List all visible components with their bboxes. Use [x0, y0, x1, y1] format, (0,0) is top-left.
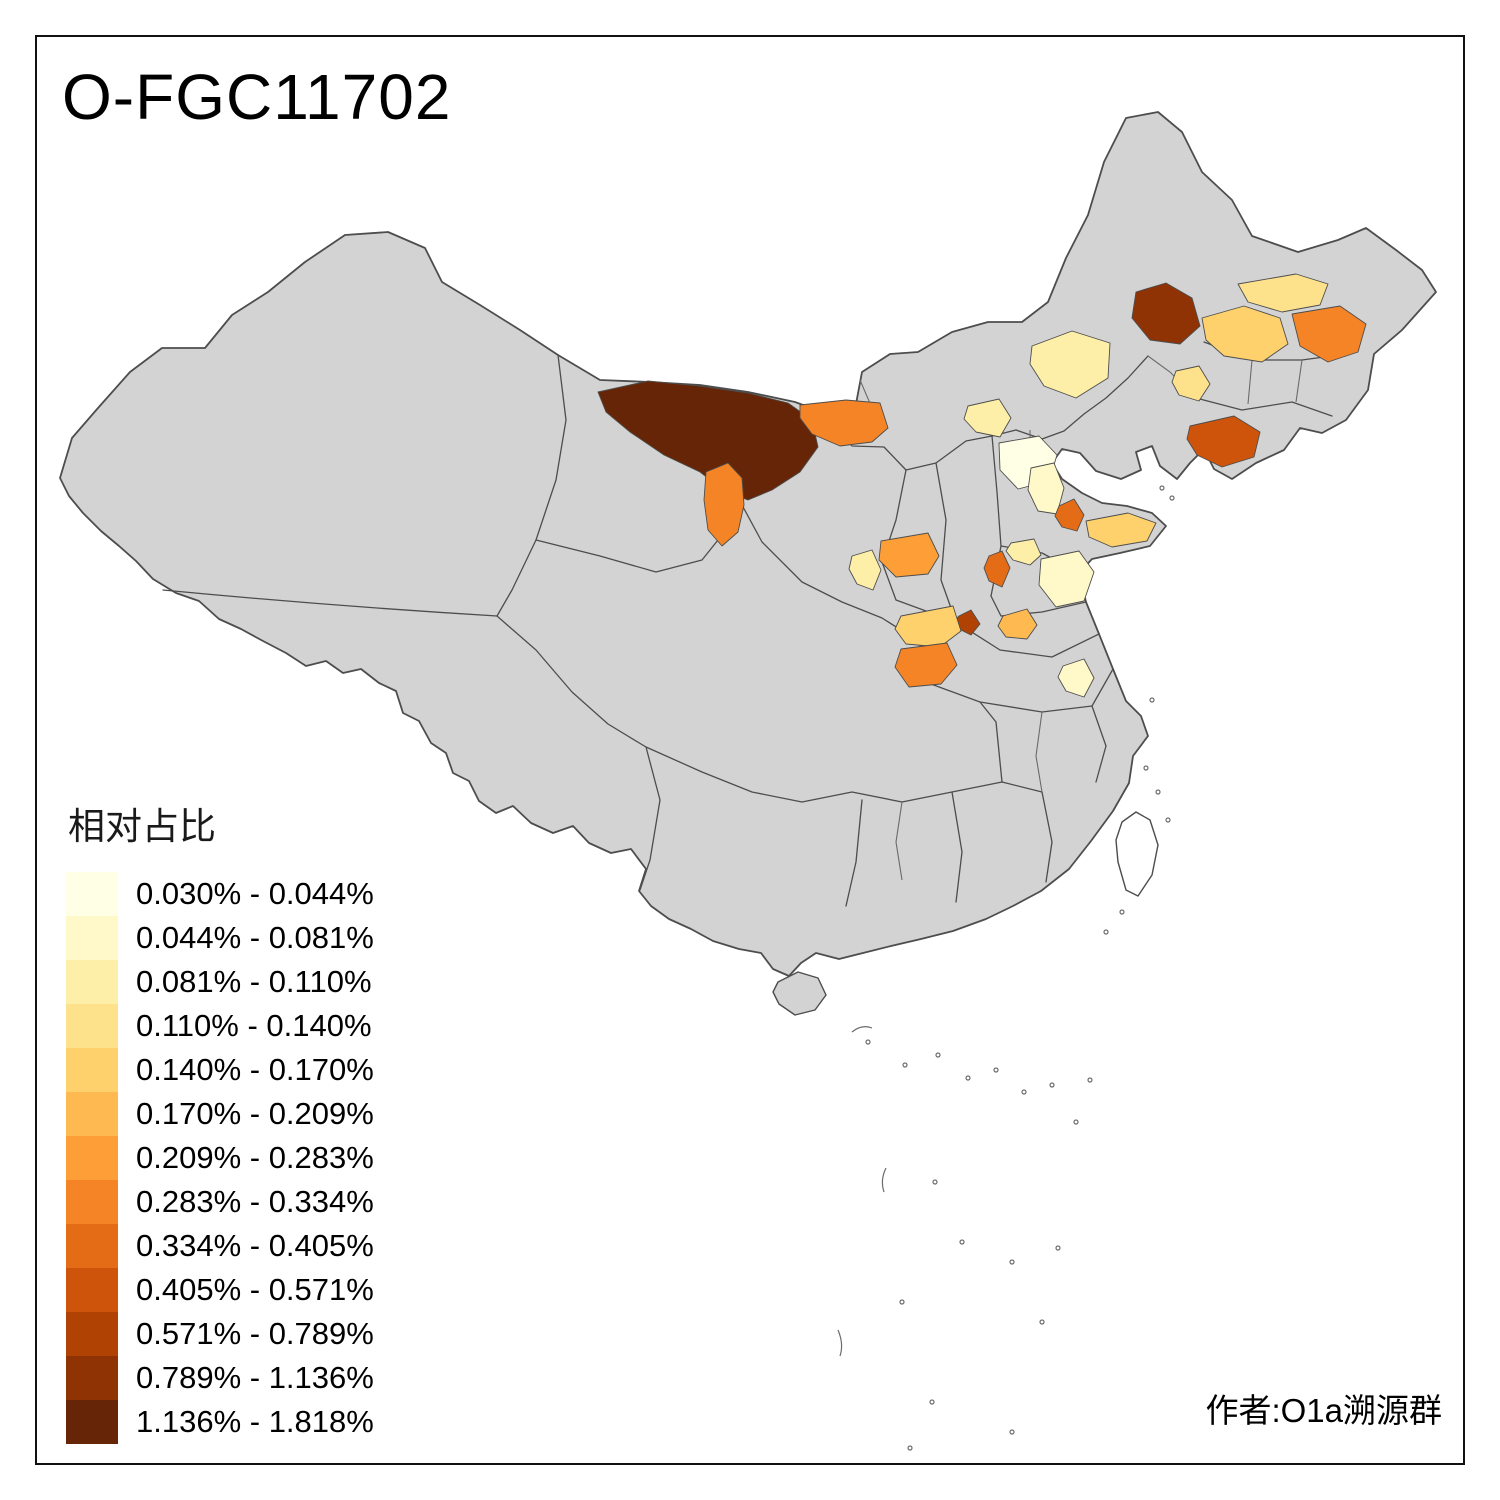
legend-item: 0.044% - 0.081%	[66, 916, 374, 960]
map-region	[1057, 658, 1095, 698]
legend-item-label: 0.140% - 0.170%	[136, 1052, 374, 1087]
page-title: O-FGC11702	[62, 61, 452, 133]
map-region	[983, 550, 1011, 588]
legend-swatch	[66, 960, 118, 1004]
map-region	[848, 549, 882, 591]
legend-item: 0.789% - 1.136%	[66, 1356, 374, 1400]
legend-swatch	[66, 1048, 118, 1092]
legend-item-label: 0.405% - 0.571%	[136, 1272, 374, 1307]
legend-item: 0.571% - 0.789%	[66, 1312, 374, 1356]
south-china-sea-islands	[837, 485, 1175, 1451]
legend-item-label: 0.081% - 0.110%	[136, 964, 372, 999]
legend-item: 1.136% - 1.818%	[66, 1400, 374, 1444]
legend-swatch	[66, 1224, 118, 1268]
legend-item-label: 1.136% - 1.818%	[136, 1404, 374, 1439]
legend-item-label: 0.170% - 0.209%	[136, 1096, 374, 1131]
legend-swatch	[66, 1092, 118, 1136]
map-region	[1291, 305, 1367, 363]
colored-regions	[597, 273, 1367, 698]
legend-swatch	[66, 1400, 118, 1444]
map-region	[963, 398, 1012, 438]
legend: 相对占比 0.030% - 0.044% 0.044% - 0.081% 0.081…	[66, 796, 374, 1444]
map-region	[894, 642, 958, 688]
map-region	[1201, 305, 1289, 363]
legend-item: 0.081% - 0.110%	[66, 960, 374, 1004]
map-region	[1186, 415, 1261, 468]
taiwan-island	[1115, 811, 1159, 897]
legend-swatch	[66, 1180, 118, 1224]
legend-item-label: 0.283% - 0.334%	[136, 1184, 374, 1219]
legend-item: 0.283% - 0.334%	[66, 1180, 374, 1224]
legend-item: 0.334% - 0.405%	[66, 1224, 374, 1268]
map-region	[597, 380, 819, 501]
map-region	[1029, 330, 1111, 399]
mainland-outline	[59, 111, 1437, 977]
legend-swatch	[66, 1136, 118, 1180]
map-region	[1054, 498, 1085, 532]
hainan-island	[772, 971, 827, 1016]
legend-swatch	[66, 872, 118, 916]
legend-item: 0.030% - 0.044%	[66, 872, 374, 916]
map-region	[703, 462, 745, 547]
legend-item-label: 0.209% - 0.283%	[136, 1140, 374, 1175]
map-region	[878, 532, 940, 578]
legend-swatch	[66, 916, 118, 960]
legend-item-label: 0.030% - 0.044%	[136, 876, 374, 911]
legend-item: 0.110% - 0.140%	[66, 1004, 374, 1048]
legend-item: 0.140% - 0.170%	[66, 1048, 374, 1092]
map-region	[1171, 365, 1211, 402]
legend-title: 相对占比	[68, 806, 216, 847]
legend-items: 0.030% - 0.044% 0.044% - 0.081% 0.081% - 0…	[66, 872, 374, 1444]
map-region	[1005, 538, 1042, 566]
legend-swatch	[66, 1312, 118, 1356]
legend-item: 0.209% - 0.283%	[66, 1136, 374, 1180]
legend-item-label: 0.044% - 0.081%	[136, 920, 374, 955]
map-region	[1131, 282, 1201, 345]
map-region	[1085, 512, 1157, 548]
legend-item-label: 0.789% - 1.136%	[136, 1360, 374, 1395]
legend-item-label: 0.334% - 0.405%	[136, 1228, 374, 1263]
legend-swatch	[66, 1356, 118, 1400]
legend-item-label: 0.571% - 0.789%	[136, 1316, 374, 1351]
attribution: 作者:O1a溯源群	[1205, 1392, 1442, 1429]
map-region	[799, 399, 889, 447]
legend-swatch	[66, 1004, 118, 1048]
legend-item: 0.170% - 0.209%	[66, 1092, 374, 1136]
map-region	[1237, 273, 1329, 313]
legend-item-label: 0.110% - 0.140%	[136, 1008, 372, 1043]
map-region	[1038, 550, 1095, 608]
map-region	[997, 608, 1038, 640]
legend-swatch	[66, 1268, 118, 1312]
legend-item: 0.405% - 0.571%	[66, 1268, 374, 1312]
